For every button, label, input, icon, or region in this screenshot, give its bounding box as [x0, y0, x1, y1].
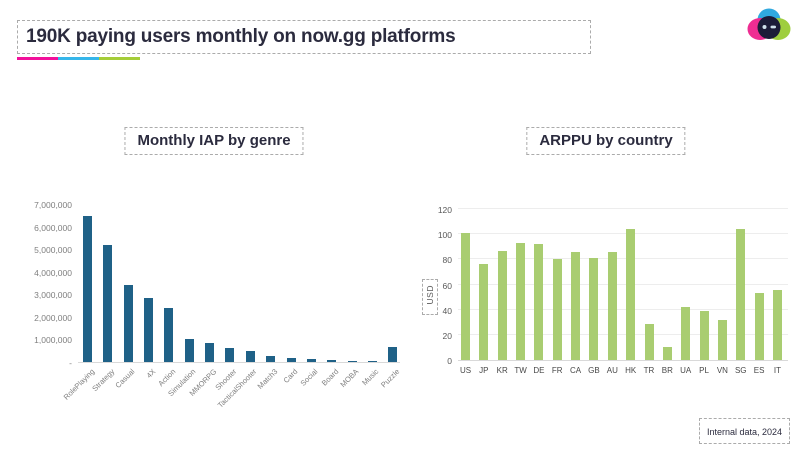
- bar-AU: [607, 251, 617, 360]
- bar-SG: [736, 229, 746, 360]
- bar-Board: [327, 359, 337, 362]
- gridline: [458, 333, 788, 335]
- chart-title-box: ARPPU by country: [526, 127, 686, 155]
- bar-Shooter: [225, 348, 235, 362]
- y-axis-tick: 80: [442, 255, 452, 266]
- slide-title-box: 190K paying users monthly on now.gg plat…: [17, 20, 591, 54]
- y-axis-tick: 1,000,000: [34, 335, 72, 346]
- bar-HK: [626, 229, 636, 360]
- bar-PL: [699, 310, 709, 360]
- bar-TW: [516, 242, 526, 360]
- x-axis-tick: KR: [496, 366, 508, 375]
- bar-Puzzle: [388, 347, 398, 362]
- bar-4X: [144, 297, 154, 362]
- x-axis-tick: TR: [643, 366, 655, 375]
- bar-FR: [552, 259, 562, 360]
- x-axis-tick: BR: [661, 366, 673, 375]
- x-axis-tick: FR: [551, 366, 563, 375]
- x-axis-tick: HK: [625, 366, 637, 375]
- bar-Simulation: [184, 339, 194, 362]
- y-axis-tick: 7,000,000: [34, 200, 72, 210]
- bar-RolePlaying: [83, 216, 92, 362]
- bar-GB: [589, 258, 599, 360]
- gridline: [458, 283, 788, 285]
- bar-KR: [497, 250, 507, 360]
- plot-area: [78, 205, 400, 363]
- bar-Action: [164, 307, 174, 362]
- slide-title: 190K paying users monthly on now.gg plat…: [26, 26, 456, 47]
- bar-ES: [754, 293, 764, 360]
- y-axis-tick: 40: [442, 305, 452, 316]
- bar-Music: [367, 361, 377, 362]
- gridline: [458, 308, 788, 310]
- bar-DE: [534, 244, 544, 360]
- bar-IT: [772, 289, 782, 360]
- accent-blue-segment: [58, 57, 99, 60]
- bar-Casual: [123, 285, 133, 362]
- bar-Strategy: [103, 244, 113, 362]
- source-note-box: Internal data, 2024: [698, 418, 790, 444]
- y-axis-tick: 5,000,000: [34, 245, 72, 256]
- y-axis-tick: 20: [442, 330, 452, 341]
- x-axis-tick: PL: [699, 366, 709, 375]
- y-axis-tick: 60: [442, 280, 452, 291]
- x-axis-tick: JP: [479, 366, 489, 375]
- x-axis-tick: AU: [606, 366, 618, 375]
- bar-VN: [717, 319, 727, 360]
- x-axis-tick: CA: [570, 366, 582, 375]
- x-axis-tick: GB: [588, 366, 600, 375]
- source-note: Internal data, 2024: [706, 427, 782, 437]
- x-axis-tick: VN: [716, 366, 728, 375]
- x-axis-tick: UA: [680, 366, 692, 375]
- chart-monthly-iap-by-genre: Monthly IAP by genre - 1,000,000 2,000,000…: [20, 127, 408, 427]
- bar-JP: [479, 264, 489, 360]
- x-axis-tick: ES: [753, 366, 765, 375]
- gridline: [458, 233, 788, 235]
- chart-title: ARPPU by country: [539, 132, 673, 149]
- y-axis-tick: 6,000,000: [34, 222, 72, 233]
- gridline: [458, 208, 788, 209]
- bar-CA: [571, 251, 581, 360]
- bar-TacticalShooter: [245, 351, 255, 362]
- bar-MOBA: [347, 360, 357, 362]
- gridline: [458, 258, 788, 260]
- y-axis-tick: 0: [447, 356, 452, 366]
- y-axis-label-box: USD: [422, 279, 438, 316]
- bar-US: [461, 232, 470, 360]
- chart-title: Monthly IAP by genre: [137, 132, 291, 149]
- y-axis-tick: 2,000,000: [34, 312, 72, 323]
- x-axis-tick: DE: [533, 366, 545, 375]
- bar-BR: [662, 347, 672, 360]
- y-axis-tick: 120: [437, 205, 452, 215]
- x-axis-tick: US: [459, 366, 472, 375]
- bar-MMORPG: [205, 342, 215, 362]
- x-axis-tick: TW: [514, 366, 527, 375]
- y-axis-tick: 100: [437, 230, 452, 241]
- bar-TR: [644, 323, 654, 360]
- nowgg-logo-icon: [746, 6, 792, 48]
- x-axis-tick: SG: [734, 366, 747, 375]
- bar-Social: [306, 359, 316, 362]
- accent-pink-segment: [17, 57, 58, 60]
- chart-arppu-by-country: ARPPU by country USD 0 20 40 60 80 100 120 US JP…: [420, 127, 792, 427]
- y-axis-tick: 3,000,000: [34, 290, 72, 301]
- chart-title-box: Monthly IAP by genre: [124, 127, 304, 155]
- y-axis-tick: -: [69, 358, 72, 368]
- title-accent-underline: [17, 57, 140, 60]
- y-axis-tick: 4,000,000: [34, 267, 72, 278]
- bar-UA: [681, 307, 691, 360]
- plot-area: [458, 208, 788, 361]
- bar-Match3: [266, 355, 276, 362]
- accent-green-segment: [99, 57, 140, 60]
- x-axis-tick: IT: [773, 366, 781, 375]
- bar-Card: [286, 357, 296, 362]
